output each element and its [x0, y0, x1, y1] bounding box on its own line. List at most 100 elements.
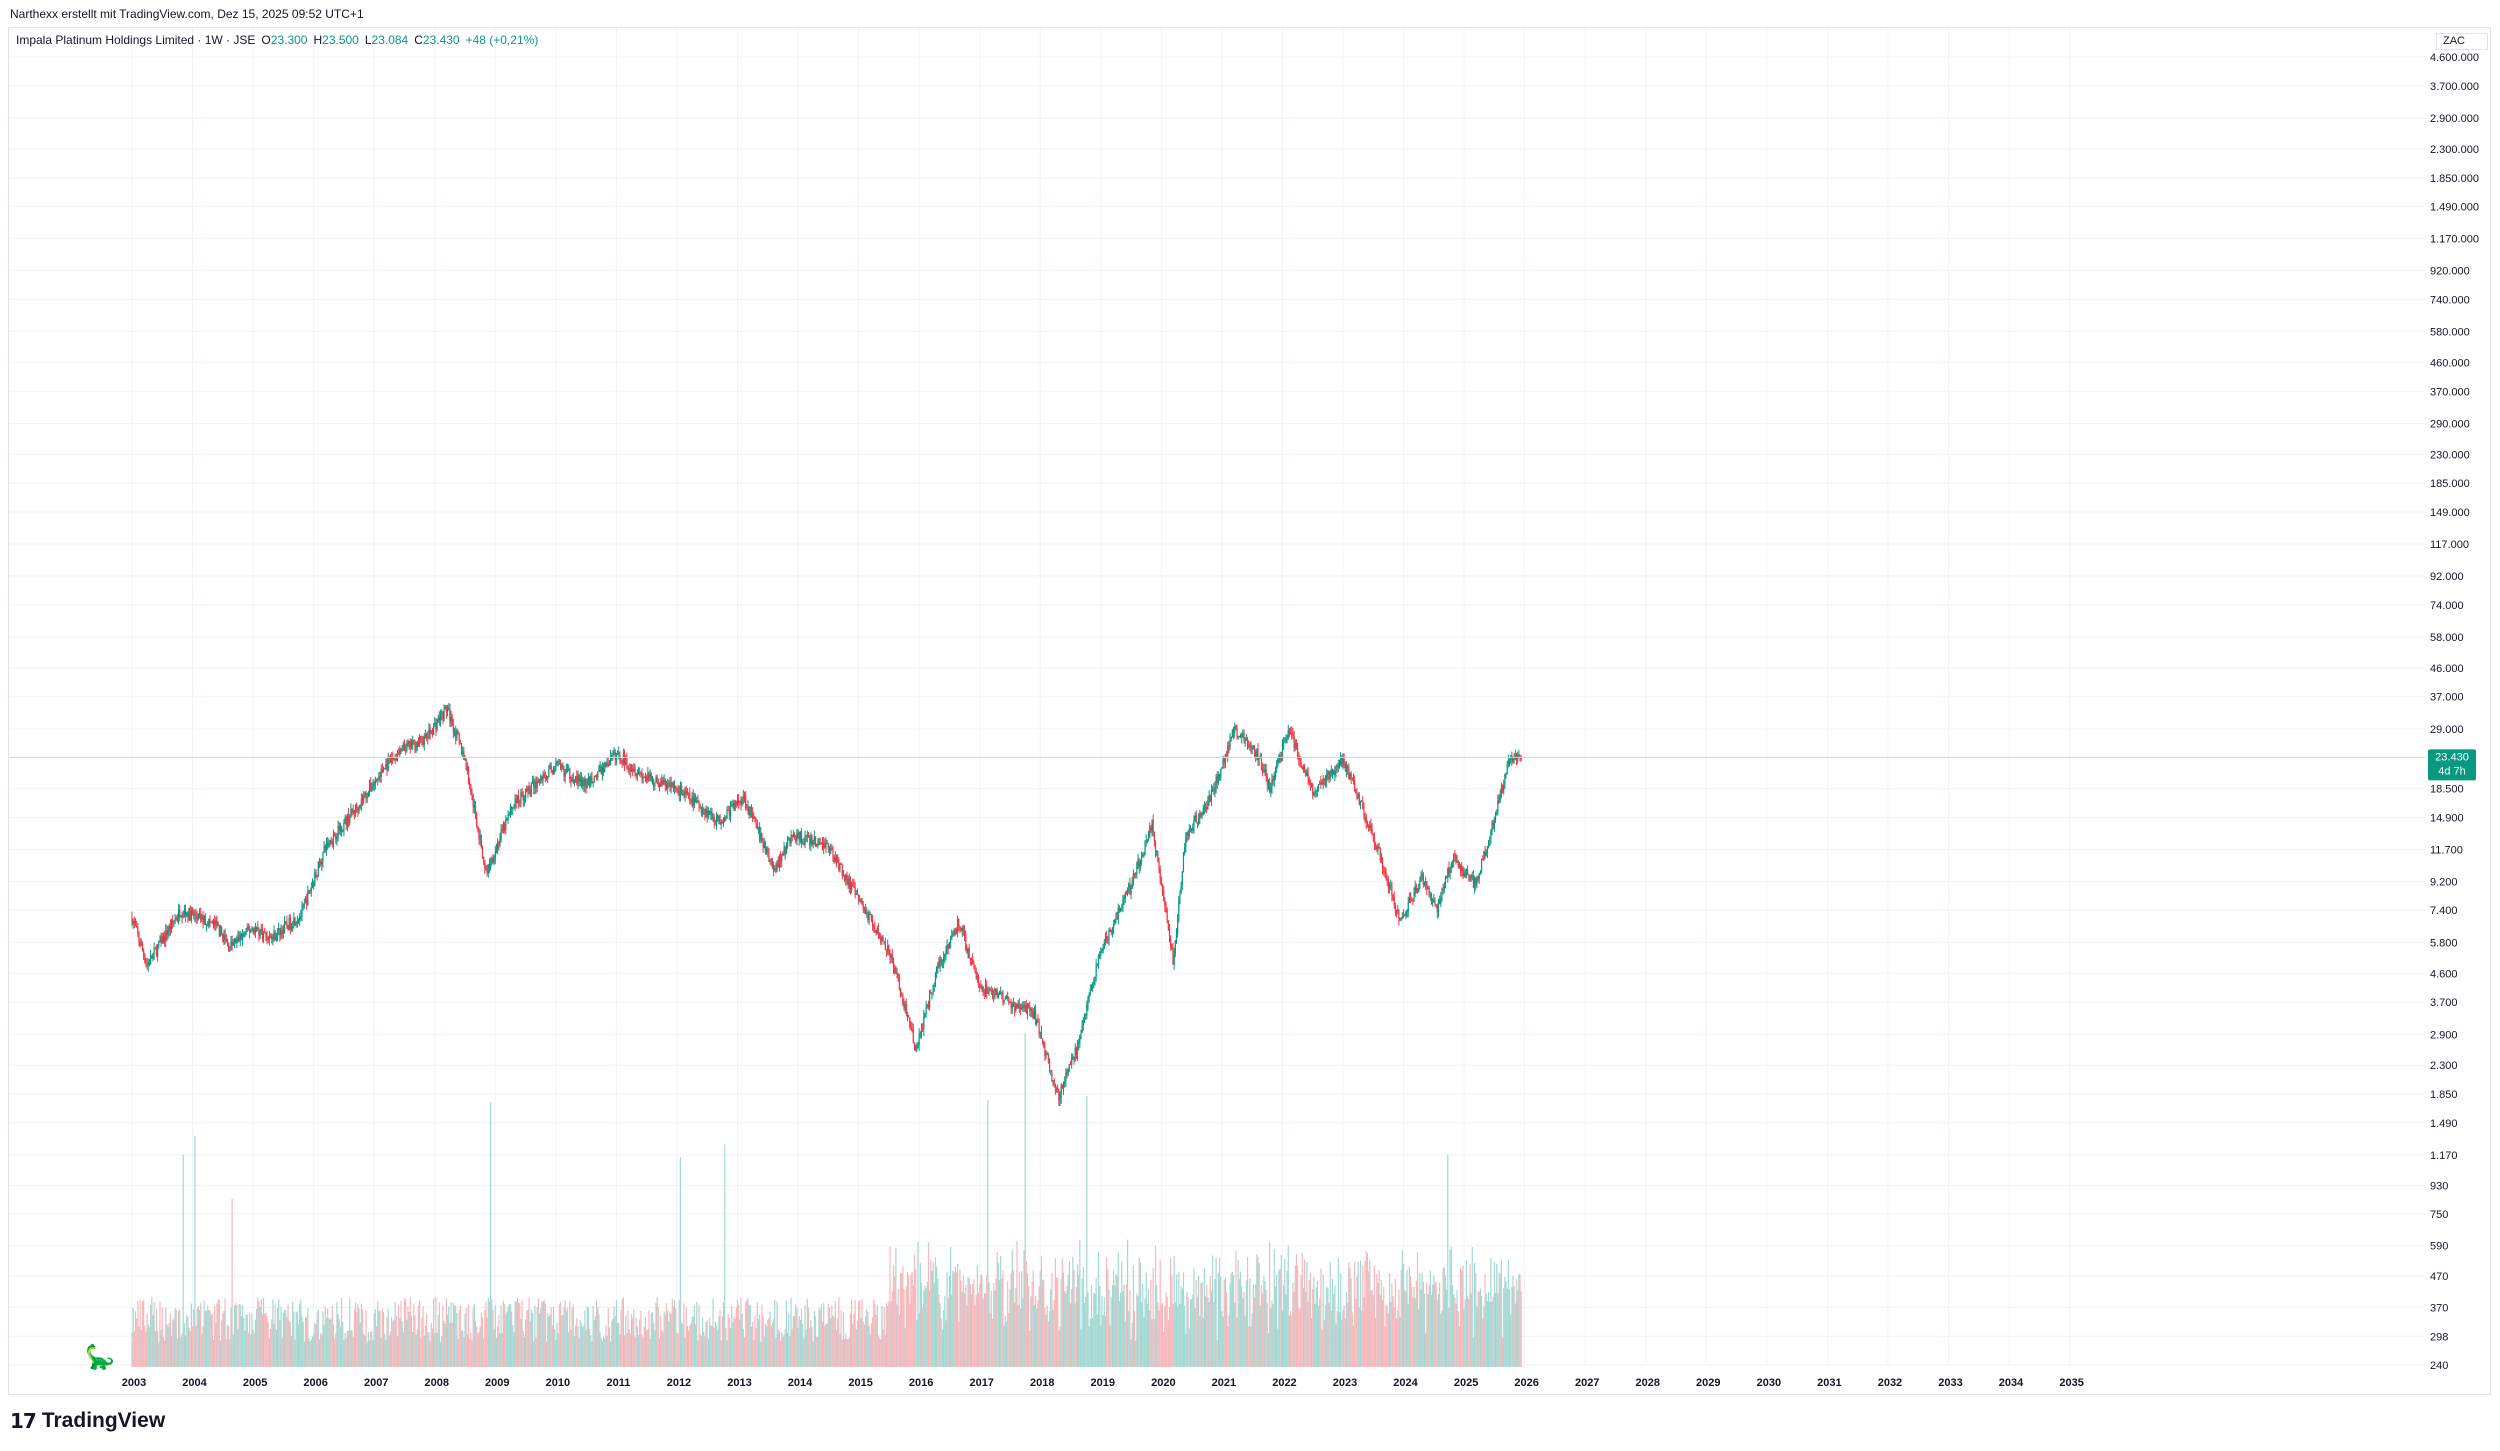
volume-bar	[225, 1339, 227, 1367]
volume-bar	[1449, 1249, 1451, 1367]
candle-body	[422, 741, 424, 745]
candle-body	[1363, 809, 1365, 817]
volume-bar	[855, 1329, 857, 1367]
volume-bar	[373, 1313, 375, 1367]
candle-body	[1015, 1003, 1017, 1011]
candle-body	[1293, 736, 1295, 748]
volume-bar	[520, 1319, 522, 1367]
candle-body	[310, 887, 312, 892]
volume-bar	[1184, 1305, 1186, 1367]
y-tick-label: 1.170	[2430, 1150, 2458, 1162]
volume-bar	[372, 1340, 374, 1367]
dinosaur-icon[interactable]: 🦕	[85, 1344, 115, 1371]
x-tick-label: 2016	[909, 1377, 933, 1389]
volume-bar	[888, 1301, 890, 1367]
candle-body	[317, 861, 319, 877]
candle-body	[1271, 779, 1273, 788]
x-tick-label: 2023	[1333, 1377, 1357, 1389]
candle-body	[1058, 1089, 1060, 1101]
candle-body	[335, 836, 337, 840]
volume-bar	[1416, 1252, 1419, 1367]
volume-bar	[490, 1102, 492, 1367]
candle-body	[307, 891, 309, 906]
volume-bar	[859, 1300, 861, 1367]
candle-body	[1377, 847, 1379, 850]
candle-body	[774, 868, 776, 871]
volume-bar	[393, 1319, 395, 1367]
candle-body	[1177, 917, 1179, 934]
volume-bar	[1285, 1294, 1287, 1367]
volume-bar	[991, 1319, 994, 1367]
tradingview-logo[interactable]: 17 TradingView	[10, 1409, 165, 1433]
volume-bar	[948, 1275, 951, 1367]
candle-body	[1314, 791, 1316, 794]
candle-body	[286, 921, 288, 926]
candle-body	[1266, 776, 1268, 786]
candle-body	[761, 833, 763, 843]
volume-bar	[523, 1337, 526, 1367]
candle-body	[980, 986, 982, 989]
volume-bar	[1097, 1251, 1100, 1367]
volume-bar	[998, 1280, 1001, 1367]
volume-bar	[1322, 1274, 1324, 1367]
candle-body	[329, 840, 331, 844]
volume-bar	[1012, 1270, 1015, 1367]
candle-body	[168, 925, 170, 932]
volume-bar	[587, 1307, 590, 1367]
candle-body	[1513, 758, 1515, 760]
candle-body	[807, 834, 810, 838]
volume-bar	[1440, 1314, 1442, 1367]
candle-body	[630, 768, 633, 772]
candle-body	[251, 928, 253, 932]
candle-body	[424, 734, 427, 737]
volume-bar	[1306, 1262, 1308, 1367]
volume-bar	[1135, 1340, 1137, 1367]
volume-bar	[559, 1302, 562, 1367]
volume-bar	[1125, 1283, 1128, 1367]
y-tick-label: 1.170.000	[2430, 234, 2479, 246]
volume-bar	[940, 1318, 942, 1367]
volume-bar	[275, 1329, 277, 1367]
candle-body	[201, 916, 203, 920]
candle-body	[385, 763, 387, 769]
candle-body	[203, 915, 205, 923]
volume-bar	[1310, 1318, 1313, 1367]
candle-body	[1090, 988, 1093, 991]
candle-body	[635, 774, 637, 777]
candle-body	[1329, 770, 1331, 779]
y-tick-label: 370	[2430, 1303, 2448, 1315]
volume-bar	[242, 1305, 244, 1367]
candle-body	[1466, 869, 1469, 875]
volume-bar	[1047, 1321, 1050, 1367]
volume-bar	[845, 1333, 847, 1367]
candle-body	[799, 832, 801, 841]
candle-body	[134, 922, 137, 927]
volume-bar	[437, 1315, 439, 1367]
candle-body	[1185, 837, 1187, 848]
candle-body	[402, 744, 404, 749]
volume-bar	[325, 1317, 328, 1367]
volume-bar	[1412, 1297, 1414, 1367]
volume-bar	[700, 1335, 703, 1367]
chart-frame	[8, 27, 2491, 1395]
volume-bar	[862, 1321, 864, 1367]
candle-body	[1392, 895, 1394, 897]
volume-bar	[462, 1330, 464, 1367]
y-tick-label: 74.000	[2430, 600, 2464, 612]
candle-body	[1475, 878, 1477, 886]
candle-body	[881, 936, 883, 942]
volume-bar	[1014, 1302, 1016, 1367]
candle-body	[912, 1030, 914, 1043]
candle-body	[841, 864, 843, 876]
candle-body	[962, 928, 964, 932]
volume-bar	[162, 1337, 165, 1367]
symbol-legend[interactable]: Impala Platinum Holdings Limited · 1W · …	[16, 33, 538, 47]
volume-bar	[1349, 1268, 1351, 1367]
candle-body	[607, 763, 609, 766]
candle-body	[274, 931, 276, 941]
candle-body	[1263, 769, 1265, 772]
candle-body	[633, 768, 635, 772]
currency-selector-button[interactable]: ZAC	[2436, 33, 2488, 50]
candle-body	[1126, 888, 1129, 895]
